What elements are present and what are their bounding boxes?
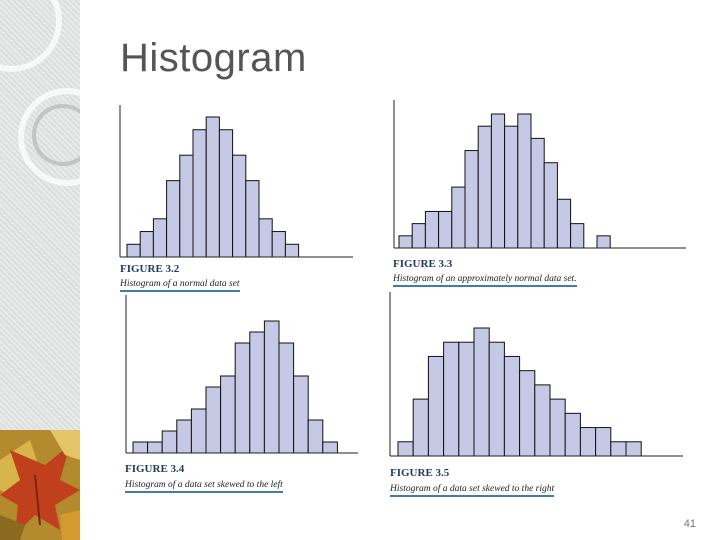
histogram-bar	[126, 243, 141, 258]
histogram-bar	[564, 412, 581, 457]
histogram-bar	[504, 125, 519, 249]
histogram-bar	[517, 113, 532, 249]
histogram-bar	[161, 430, 178, 454]
page-number: 41	[683, 518, 696, 530]
figure-caption: Histogram of an approximately normal dat…	[393, 274, 577, 287]
histogram-bar	[218, 129, 234, 258]
histogram-bar	[232, 154, 247, 258]
histogram-bar	[490, 113, 506, 249]
figure-caption: Histogram of a data set skewed to the ri…	[390, 484, 555, 497]
figure-caption: Histogram of a normal data set	[120, 279, 240, 292]
histogram-bar	[322, 441, 338, 454]
figure-label: FIGURE 3.4	[125, 463, 185, 475]
histogram-bar	[205, 116, 220, 258]
histogram-bar	[534, 384, 551, 457]
histogram-bar	[488, 341, 505, 457]
histogram-bar	[451, 186, 466, 249]
histogram-bar	[458, 341, 475, 457]
histogram-bar	[192, 129, 207, 258]
histogram-bar	[234, 342, 251, 454]
histogram-bar	[293, 375, 309, 454]
figure-caption: Histogram of a data set skewed to the le…	[125, 480, 283, 493]
histogram-bar	[595, 427, 612, 457]
histogram-bar	[610, 441, 627, 457]
histogram-bar	[424, 210, 440, 249]
histogram-bar	[139, 231, 154, 258]
histogram-figure-3-5	[389, 292, 683, 457]
histogram-bar	[179, 154, 194, 258]
histogram-bar	[477, 125, 492, 249]
histogram-bar	[464, 150, 479, 249]
figure-3-3-panel: FIGURE 3.3 Histogram of an approximately…	[388, 100, 688, 295]
histogram-bar	[397, 441, 414, 457]
decorative-ring	[0, 0, 62, 72]
histogram-bar	[427, 355, 445, 457]
histogram-bar	[398, 235, 413, 249]
figure-label: FIGURE 3.3	[393, 258, 453, 270]
histogram-bar	[278, 342, 295, 454]
histogram-bar	[543, 162, 558, 249]
decorative-ring	[32, 104, 80, 166]
histogram-bar	[503, 355, 521, 457]
histogram-bar	[519, 370, 536, 457]
histogram-bar	[152, 218, 168, 258]
histogram-bar	[271, 231, 286, 258]
histogram-bar	[258, 218, 273, 258]
histogram-figure-3-2	[119, 105, 353, 258]
histogram-bar	[205, 386, 222, 454]
figure-3-4-panel: FIGURE 3.4 Histogram of a data set skewe…	[120, 295, 360, 500]
histogram-bar	[412, 398, 429, 457]
histogram-bar	[596, 235, 611, 249]
histogram-figure-3-4	[125, 295, 358, 454]
histogram-bar	[176, 419, 192, 454]
histogram-bar	[263, 320, 280, 454]
histogram-bar	[220, 375, 236, 454]
histogram-bar	[307, 419, 324, 454]
histogram-bar	[132, 441, 149, 454]
histogram-bar	[284, 243, 300, 258]
histogram-figure-3-3	[393, 100, 686, 249]
histogram-bar	[549, 398, 566, 457]
histogram-bar	[245, 180, 260, 258]
figure-3-2-panel: FIGURE 3.2 Histogram of a normal data se…	[115, 105, 355, 295]
histogram-bar	[249, 331, 265, 454]
decorative-sidebar	[0, 0, 80, 540]
histogram-bar	[147, 441, 163, 454]
histogram-bar	[579, 427, 597, 457]
histogram-bar	[556, 198, 572, 249]
histogram-bar	[438, 210, 453, 249]
autumn-leaves-image	[0, 430, 80, 540]
figure-3-5-panel: FIGURE 3.5 Histogram of a data set skewe…	[385, 292, 685, 502]
histogram-bar	[625, 441, 642, 457]
figure-label: FIGURE 3.5	[390, 467, 450, 479]
histogram-bar	[443, 341, 460, 457]
figure-label: FIGURE 3.2	[120, 263, 180, 275]
slide-title: Histogram	[120, 36, 307, 80]
histogram-bar	[473, 327, 490, 457]
histogram-bar	[530, 137, 545, 249]
histogram-bar	[190, 408, 207, 454]
histogram-bar	[411, 223, 426, 249]
histogram-bar	[570, 223, 585, 249]
histogram-bar	[166, 180, 181, 258]
